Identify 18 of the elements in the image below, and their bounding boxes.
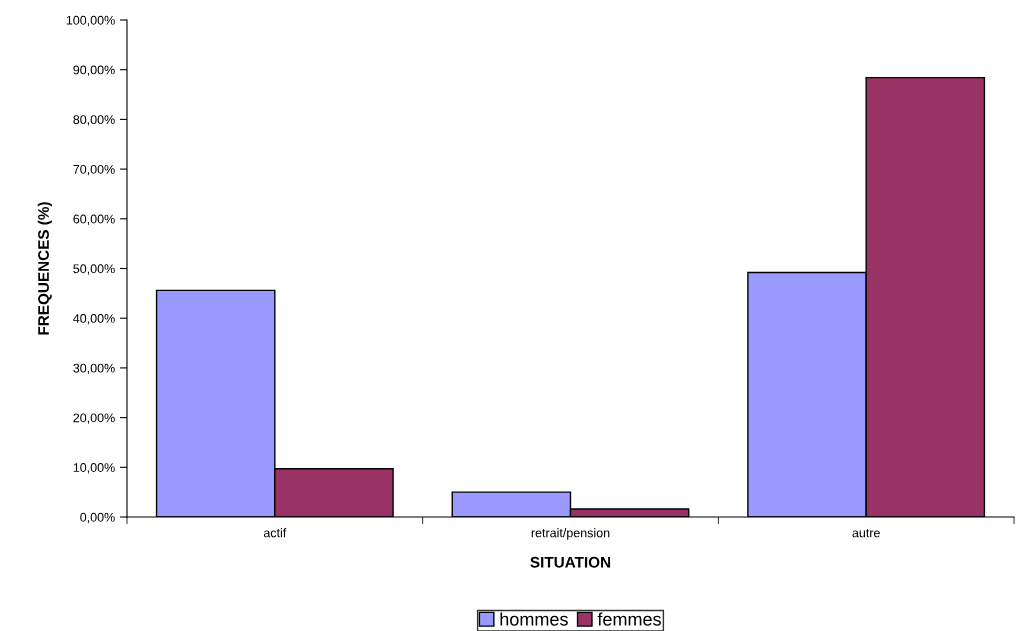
x-tick-label: actif: [263, 528, 287, 538]
y-tick-label: 0,00%: [80, 512, 115, 524]
y-tick-label: 80,00%: [73, 115, 115, 126]
x-tick-label: autre: [852, 529, 880, 538]
x-tick-label: retrait/pension: [531, 528, 610, 540]
y-tick-label: 90,00%: [73, 65, 115, 76]
y-tick-label: 30,00%: [73, 363, 115, 375]
y-tick-label: 10,00%: [73, 463, 115, 474]
y-tick-label: 50,00%: [73, 264, 115, 275]
y-axis-title: FREQUENCES (%): [37, 202, 52, 335]
y-tick-label: 40,00%: [73, 314, 115, 325]
legend-label: hommes: [500, 612, 568, 626]
x-axis-title: SITUATION: [530, 556, 611, 568]
y-tick-label: 60,00%: [73, 214, 115, 225]
y-tick-label: 70,00%: [73, 164, 115, 176]
legend-label: femmes: [597, 612, 661, 626]
y-tick-label: 100,00%: [66, 15, 115, 27]
y-tick-label: 20,00%: [73, 413, 115, 424]
